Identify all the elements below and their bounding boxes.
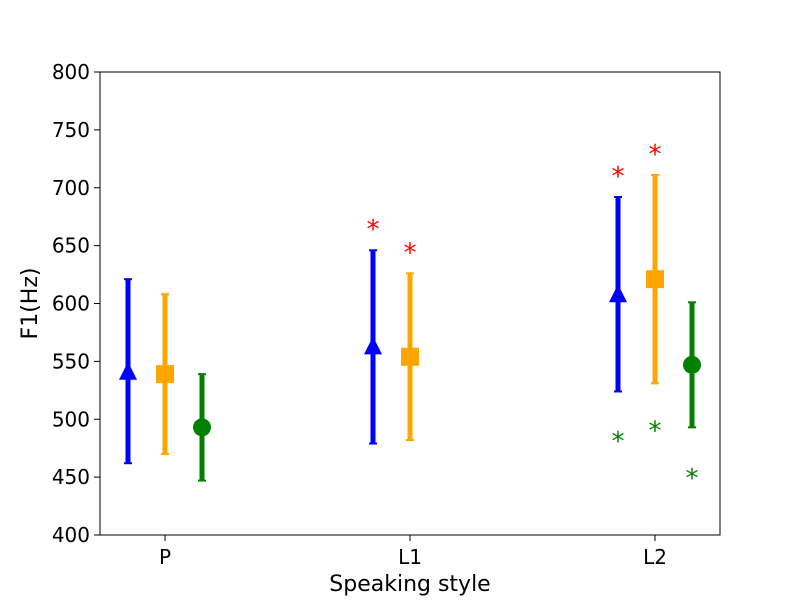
x-axis-label: Speaking style: [329, 572, 490, 597]
data-marks: [119, 174, 701, 482]
annotations: * * * * * * *: [367, 140, 699, 494]
significance-star: *: [612, 427, 625, 457]
significance-star: *: [404, 238, 417, 268]
y-axis-label: F1(Hz): [18, 268, 43, 340]
significance-star: *: [649, 140, 662, 170]
significance-star: *: [612, 162, 625, 192]
x-tick-label: L1: [398, 545, 422, 569]
significance-star: *: [367, 215, 380, 245]
marker-triangle-L2: [609, 284, 627, 303]
marker-circle-L2: [683, 355, 701, 374]
marker-triangle-L1: [364, 336, 382, 355]
y-axis: 400 450 500 550 600 650 700 750 800: [52, 60, 100, 547]
marker-square-L2: [646, 270, 664, 289]
marker-circle-P: [193, 418, 211, 437]
x-tick-label: L2: [643, 545, 667, 569]
y-tick-label: 650: [52, 234, 90, 258]
marker-square-L1: [401, 347, 419, 366]
y-tick-label: 800: [52, 60, 90, 84]
y-tick-label: 450: [52, 465, 90, 489]
y-tick-label: 550: [52, 349, 90, 373]
y-tick-label: 700: [52, 176, 90, 200]
significance-star: *: [649, 417, 662, 447]
y-tick-label: 500: [52, 407, 90, 431]
y-tick-label: 750: [52, 118, 90, 142]
significance-star: *: [686, 464, 699, 494]
x-axis: P L1 L2: [159, 535, 667, 569]
y-tick-label: 600: [52, 292, 90, 316]
y-tick-label: 400: [52, 523, 90, 547]
marker-triangle-P: [119, 361, 137, 380]
marker-square-P: [156, 365, 174, 384]
x-tick-label: P: [159, 545, 171, 569]
